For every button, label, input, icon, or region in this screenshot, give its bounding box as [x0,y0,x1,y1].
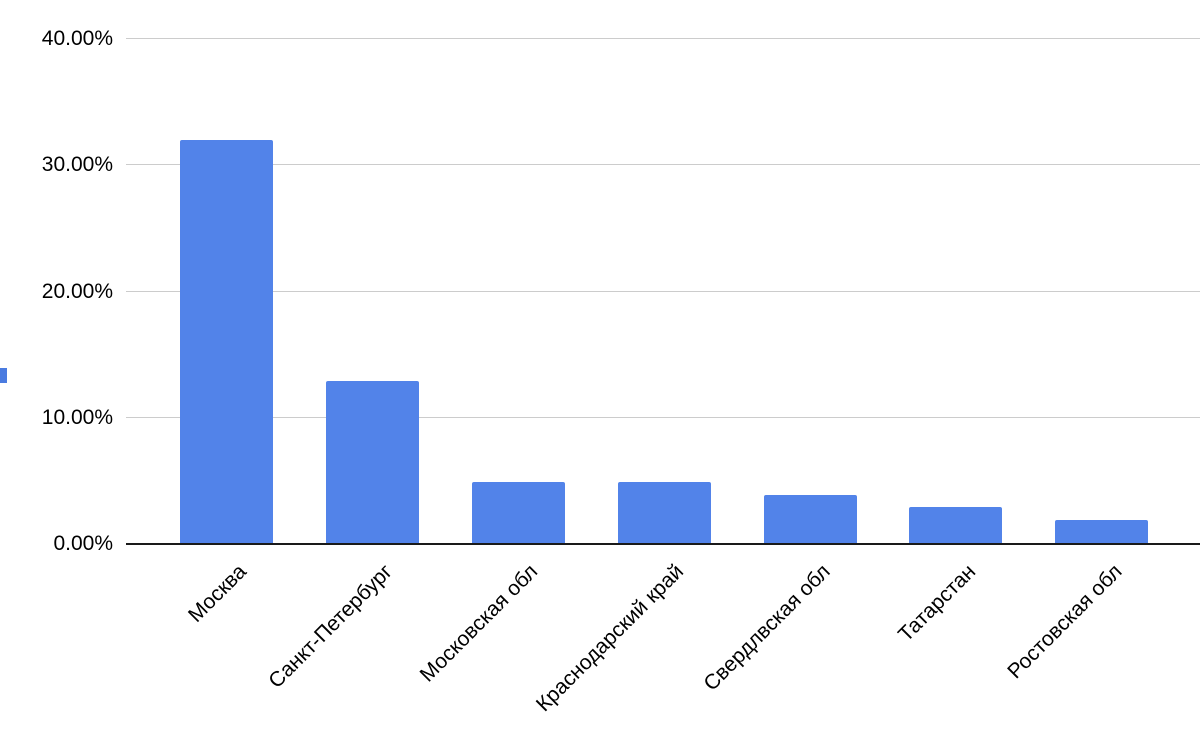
bar-2[interactable] [326,381,419,544]
x-axis-line [126,543,1200,545]
x-category-label: Ростовская обл [1002,560,1127,684]
gridline-10 [126,416,1200,418]
bar-3[interactable] [472,482,565,544]
bar-1[interactable] [180,140,273,544]
x-category-label: Татарстан [893,560,981,647]
gridline-30 [126,164,1200,166]
x-category-label: Москва [183,560,251,627]
x-category-label: Краснодарский край [532,560,689,717]
gridline-20 [126,290,1200,292]
x-category-label: Санкт-Петербург [263,560,397,693]
bar-5[interactable] [764,495,857,544]
y-tick-label: 0.00% [53,532,113,555]
y-tick-label: 20.00% [41,279,113,303]
legend-swatch-fragment [0,368,7,383]
y-tick-label: 40.00% [41,27,113,50]
bar-6[interactable] [909,507,1002,544]
gridline-40 [126,38,1200,39]
y-tick-label: 30.00% [41,153,113,177]
x-category-label: Московская обл [415,560,543,687]
bar-4[interactable] [618,482,711,544]
y-tick-label: 10.00% [41,405,113,429]
bar-7[interactable] [1055,520,1148,544]
x-category-label: Свердлвская обл [698,560,835,696]
